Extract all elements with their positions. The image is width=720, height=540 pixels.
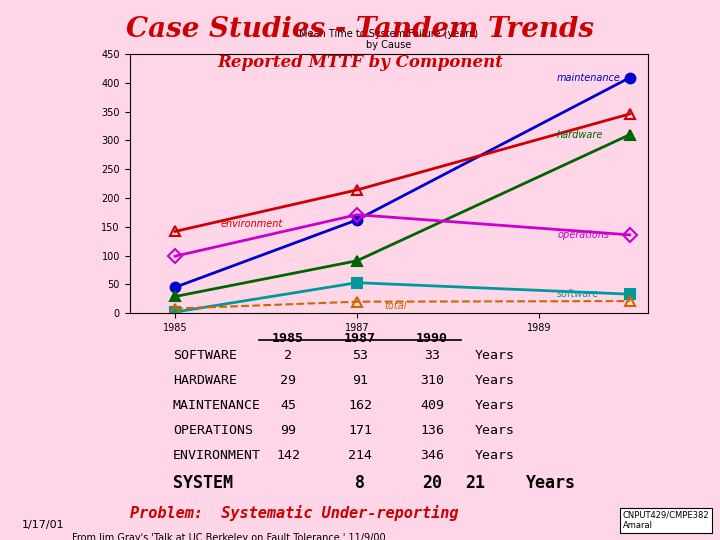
Text: 91: 91 xyxy=(352,374,368,387)
Text: 346: 346 xyxy=(420,449,444,462)
Text: 21: 21 xyxy=(465,474,485,491)
Text: Years: Years xyxy=(475,424,516,437)
Text: 20: 20 xyxy=(422,474,442,491)
Text: hardware: hardware xyxy=(557,130,603,140)
Text: 162: 162 xyxy=(348,399,372,412)
Text: From Jim Gray's 'Talk at UC Berkeley on Fault Tolerance ' 11/9/00: From Jim Gray's 'Talk at UC Berkeley on … xyxy=(72,533,386,540)
Text: Reported MTTF by Component: Reported MTTF by Component xyxy=(217,54,503,71)
Text: 1985: 1985 xyxy=(272,332,304,345)
Text: 53: 53 xyxy=(352,349,368,362)
Text: Years: Years xyxy=(475,374,516,387)
Text: Years: Years xyxy=(526,474,575,491)
Text: 171: 171 xyxy=(348,424,372,437)
Text: 2: 2 xyxy=(284,349,292,362)
Title: Mean Time to System Failure (years)
by Cause: Mean Time to System Failure (years) by C… xyxy=(300,29,478,50)
Text: 33: 33 xyxy=(424,349,440,362)
Text: 45: 45 xyxy=(280,399,296,412)
Text: 1990: 1990 xyxy=(416,332,448,345)
Text: operations: operations xyxy=(557,230,609,240)
Text: 8: 8 xyxy=(355,474,365,491)
Text: software: software xyxy=(557,289,600,299)
Text: 310: 310 xyxy=(420,374,444,387)
Text: OPERATIONS: OPERATIONS xyxy=(173,424,253,437)
Text: HARDWARE: HARDWARE xyxy=(173,374,237,387)
Text: MAINTENANCE: MAINTENANCE xyxy=(173,399,261,412)
Text: Years: Years xyxy=(475,449,516,462)
Text: Years: Years xyxy=(475,399,516,412)
Text: 409: 409 xyxy=(420,399,444,412)
Text: 99: 99 xyxy=(280,424,296,437)
Text: 1987: 1987 xyxy=(344,332,376,345)
Text: 1/17/01: 1/17/01 xyxy=(22,520,64,530)
Text: ENVIRONMENT: ENVIRONMENT xyxy=(173,449,261,462)
Text: Case Studies - Tandem Trends: Case Studies - Tandem Trends xyxy=(126,16,594,43)
Text: environment: environment xyxy=(220,219,283,229)
Text: Years: Years xyxy=(475,349,516,362)
Text: SYSTEM: SYSTEM xyxy=(173,474,233,491)
Text: Problem:  Systematic Under-reporting: Problem: Systematic Under-reporting xyxy=(130,505,458,521)
Text: SOFTWARE: SOFTWARE xyxy=(173,349,237,362)
Text: 142: 142 xyxy=(276,449,300,462)
Text: total: total xyxy=(384,301,407,311)
Text: 136: 136 xyxy=(420,424,444,437)
Text: CNPUT429/CMPE382
Amaral: CNPUT429/CMPE382 Amaral xyxy=(623,511,709,530)
Text: 214: 214 xyxy=(348,449,372,462)
Text: maintenance: maintenance xyxy=(557,72,621,83)
Text: 29: 29 xyxy=(280,374,296,387)
